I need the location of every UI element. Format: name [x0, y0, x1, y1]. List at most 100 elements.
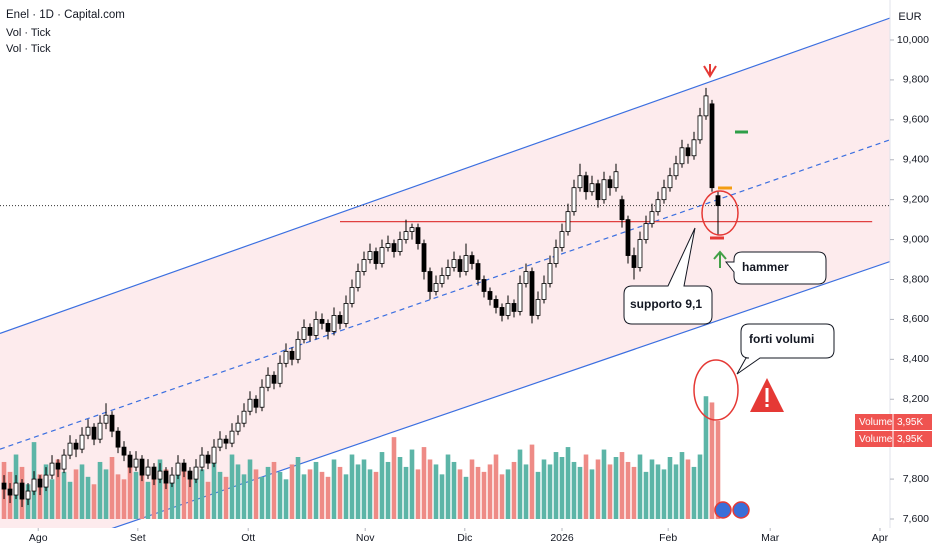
axes: EUR 7,600 7,800 8,200 8,400 8,600 8,800 9,000 9… — [855, 0, 932, 550]
volume-bar — [283, 479, 289, 519]
y-tick-label: 10,000 — [897, 34, 929, 46]
volume-bar — [331, 459, 337, 519]
candle-body — [283, 350, 289, 364]
candle-body — [193, 466, 199, 480]
price-axis-bg — [890, 0, 932, 550]
volume-bar — [175, 471, 181, 519]
volume-bar — [229, 454, 235, 519]
candle-body — [589, 183, 595, 193]
y-tick-label: 8,800 — [903, 273, 929, 285]
warning-icon-mark — [765, 388, 769, 402]
callout — [736, 323, 835, 375]
candle-body — [145, 466, 151, 476]
candle-body — [265, 374, 271, 388]
candle-body — [241, 410, 247, 424]
volume-bar — [481, 471, 487, 519]
candle-body — [469, 255, 475, 264]
candle-body — [547, 263, 553, 284]
volume-bar — [133, 471, 139, 519]
candle-body — [703, 95, 709, 117]
x-tick-label: Mar — [761, 532, 780, 544]
volume-bar — [673, 464, 679, 519]
candle-body — [43, 474, 49, 488]
candle-body — [169, 474, 175, 484]
candle-body — [697, 115, 703, 141]
candle-body — [643, 223, 649, 240]
candle-body — [313, 319, 319, 336]
candle-body — [61, 454, 67, 470]
candle-body — [187, 470, 193, 480]
candle-body — [595, 183, 601, 201]
volume-bar — [79, 464, 85, 519]
candle-body — [289, 350, 295, 360]
candle-body — [715, 195, 721, 207]
candle-body — [367, 251, 373, 260]
candle-body — [553, 247, 559, 264]
volume-bar — [553, 452, 559, 519]
volume-bar — [475, 466, 481, 519]
candle-body — [133, 458, 139, 468]
volume-bar — [67, 481, 73, 519]
candle-body — [535, 299, 541, 316]
candle-body — [487, 291, 493, 300]
candle-body — [385, 243, 391, 248]
volume-bar — [547, 464, 553, 519]
volume-bar — [211, 461, 217, 519]
volume-bar — [607, 464, 613, 519]
candle-body — [661, 187, 667, 201]
candle-body — [157, 470, 163, 480]
volume-bar — [91, 484, 97, 519]
callout — [724, 251, 827, 285]
volume-bar — [349, 454, 355, 519]
candle-body — [493, 299, 499, 308]
candle-body — [67, 442, 73, 456]
volume-bar — [313, 461, 319, 519]
price-pane — [0, 87, 890, 508]
y-tick-label: 8,600 — [903, 313, 929, 325]
candle-body — [1, 482, 7, 490]
candle-body — [397, 239, 403, 252]
volume-bar — [559, 457, 565, 519]
indicator-label: Vol · Tick — [6, 27, 51, 39]
volume-tag-name: Volume — [859, 417, 893, 428]
volume-bar — [127, 464, 133, 519]
volume-bar — [139, 466, 145, 519]
volume-bar — [355, 464, 361, 519]
event-icon[interactable] — [732, 501, 750, 519]
candle-body — [223, 438, 229, 444]
volume-bar — [529, 444, 535, 519]
candle-body — [517, 283, 523, 312]
candle-body — [331, 315, 337, 332]
y-tick-label: 8,200 — [903, 393, 929, 405]
candle-body — [217, 438, 223, 448]
volume-bar — [523, 464, 529, 519]
candle-body — [319, 319, 325, 324]
highlight-circle — [693, 359, 739, 421]
candle-body — [571, 187, 577, 213]
candle-body — [115, 430, 121, 448]
volume-bar — [163, 469, 169, 519]
y-tick-label: 7,800 — [903, 473, 929, 485]
candle-body — [109, 414, 115, 432]
volume-bar — [271, 461, 277, 519]
volume-bar — [337, 466, 343, 519]
candle-body — [199, 454, 205, 468]
candle-body — [103, 414, 109, 424]
volume-bar — [109, 457, 115, 519]
candle-body — [409, 227, 415, 233]
candle-body — [373, 251, 379, 264]
volume-bar — [685, 459, 691, 519]
volume-bar — [391, 437, 397, 519]
volume-bar — [505, 469, 511, 519]
callout — [623, 227, 713, 325]
volume-tag-value: 3,95K — [897, 417, 923, 428]
y-tick-label: 9,400 — [903, 154, 929, 166]
arrow-up — [713, 250, 727, 268]
volume-bar — [613, 457, 619, 519]
symbol-title: Enel · 1D · Capital.com — [6, 9, 125, 21]
volume-bar — [457, 469, 463, 519]
event-icon[interactable] — [714, 501, 732, 519]
candle-body — [523, 271, 529, 284]
volume-bar — [361, 459, 367, 519]
